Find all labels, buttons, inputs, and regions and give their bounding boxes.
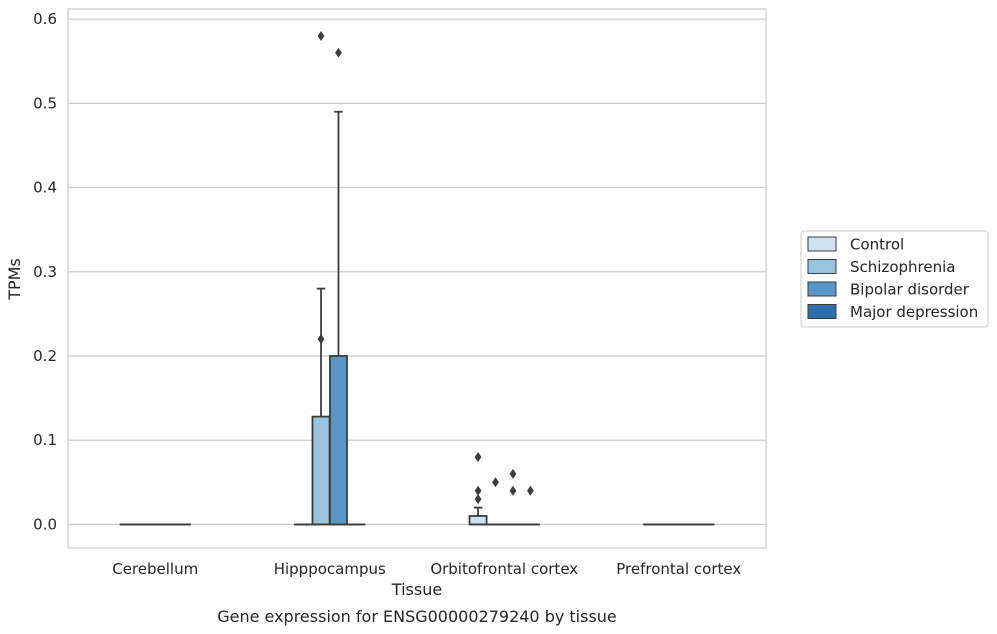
- gridlines: [68, 18, 766, 526]
- legend-swatch: [807, 304, 837, 319]
- y-tick-label: 0.0: [33, 515, 57, 533]
- x-tick-labels: Cerebellum Hipppocampus Orbitofrontal cort…: [112, 560, 741, 578]
- legend-frame: [800, 230, 989, 328]
- x-axis-label: Tissue: [391, 580, 442, 599]
- plot-area-frame: [67, 8, 767, 549]
- y-axis-label: TPMs: [5, 258, 24, 301]
- outlier-point: [527, 485, 534, 496]
- outlier-point: [317, 334, 325, 345]
- outlier-point: [335, 47, 342, 58]
- y-tick-label: 0.6: [33, 10, 57, 28]
- box: [468, 515, 488, 526]
- y-tick-labels: 0.0 0.1 0.2 0.3 0.4 0.5 0.6: [33, 10, 57, 533]
- y-tick-label: 0.3: [33, 263, 57, 281]
- x-tick-label: Cerebellum: [112, 560, 198, 578]
- y-tick-label: 0.5: [33, 94, 57, 112]
- box: [311, 415, 331, 526]
- outlier-point: [509, 485, 517, 496]
- legend-swatch: [807, 236, 837, 252]
- y-tick-label: 0.2: [33, 347, 57, 365]
- legend-label: Schizophrenia: [850, 258, 955, 276]
- x-tick-label: Hipppocampus: [274, 560, 386, 578]
- legend-swatch: [807, 259, 837, 274]
- boxes: [119, 110, 715, 526]
- outlier-point: [474, 485, 482, 496]
- box: [329, 355, 348, 526]
- legend-label: Control: [850, 236, 904, 254]
- legend-label: Major depression: [850, 303, 978, 321]
- x-tick-label: Orbitofrontal cortex: [430, 560, 578, 578]
- outlier-point: [317, 30, 325, 41]
- outliers: [317, 30, 534, 505]
- outlier-point: [474, 452, 482, 463]
- outlier-point: [509, 468, 517, 479]
- legend-label: Bipolar disorder: [850, 281, 970, 299]
- legend: Control Schizophrenia Bipolar disorder Majo…: [800, 230, 989, 328]
- y-tick-label: 0.1: [33, 431, 57, 449]
- x-tick-label: Prefrontal cortex: [616, 560, 741, 578]
- outlier-point: [474, 494, 482, 505]
- legend-swatch: [807, 281, 837, 297]
- y-tick-label: 0.4: [33, 179, 57, 197]
- outlier-point: [492, 477, 499, 488]
- chart-caption: Gene expression for ENSG00000279240 by t…: [217, 607, 617, 626]
